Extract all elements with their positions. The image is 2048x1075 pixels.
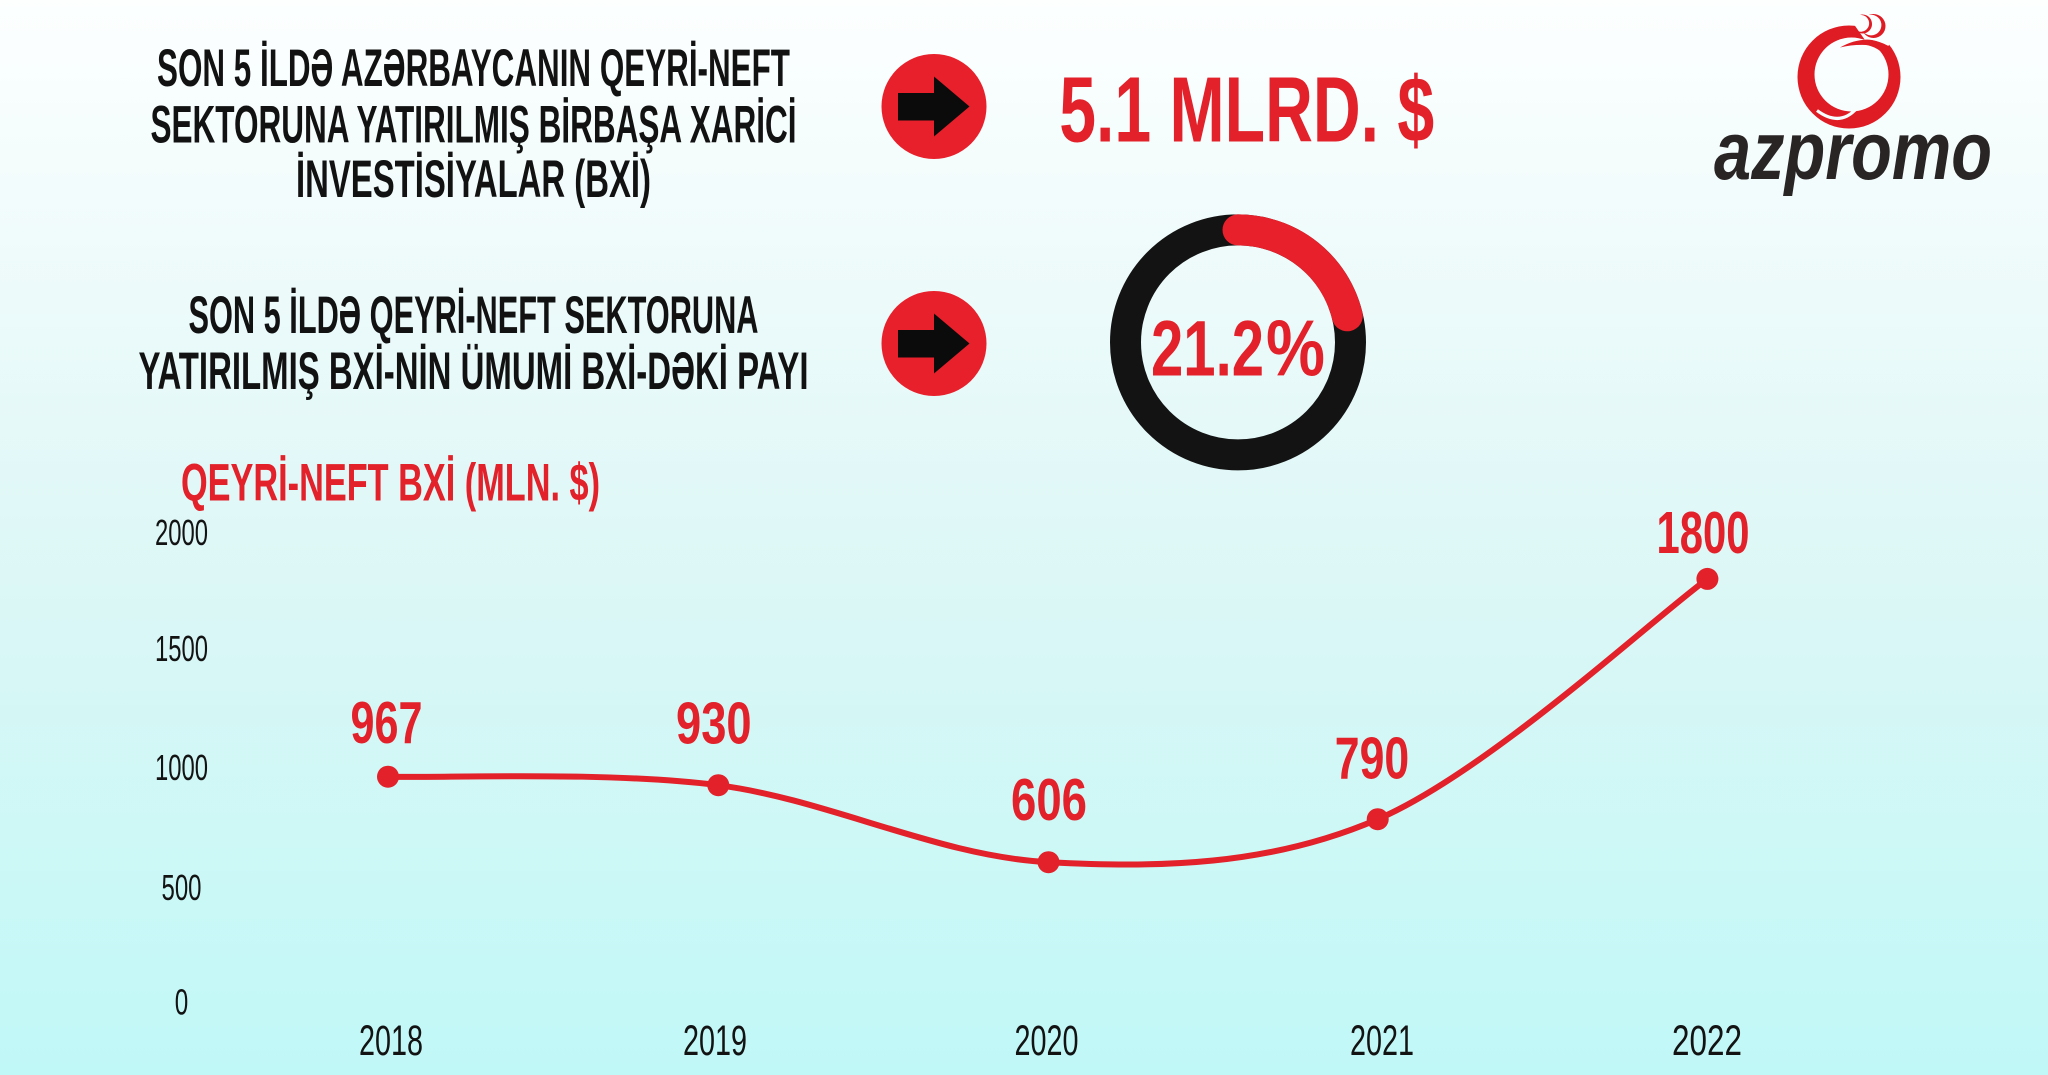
svg-text:2019: 2019 — [683, 1017, 747, 1065]
svg-text:500: 500 — [162, 867, 202, 908]
svg-text:967: 967 — [351, 690, 423, 756]
svg-text:5.1 MLRD. $: 5.1 MLRD. $ — [1059, 58, 1434, 162]
svg-text:606: 606 — [1011, 767, 1087, 833]
svg-text:SEKTORUNA YATIRILMIŞ BİRBAŞA X: SEKTORUNA YATIRILMIŞ BİRBAŞA XARİCİ — [151, 96, 797, 155]
svg-text:790: 790 — [1335, 726, 1409, 792]
svg-text:1500: 1500 — [155, 628, 208, 669]
svg-text:%: % — [1266, 304, 1325, 393]
svg-text:SON 5 İLDƏ QEYRİ-NEFT SEKTORUN: SON 5 İLDƏ QEYRİ-NEFT SEKTORUNA — [189, 286, 759, 345]
svg-text:930: 930 — [676, 691, 752, 757]
svg-text:1000: 1000 — [155, 747, 208, 788]
svg-text:YATIRILMIŞ BXİ-NİN ÜMUMİ BXİ-D: YATIRILMIŞ BXİ-NİN ÜMUMİ BXİ-DƏKİ PAYI — [139, 342, 809, 401]
svg-text:QEYRİ-NEFT BXİ (MLN. $): QEYRİ-NEFT BXİ (MLN. $) — [181, 454, 600, 513]
svg-text:2018: 2018 — [359, 1017, 423, 1065]
svg-text:azpromo: azpromo — [1714, 104, 1992, 197]
svg-text:0: 0 — [175, 982, 189, 1023]
svg-text:2021: 2021 — [1350, 1017, 1414, 1065]
svg-text:SON 5 İLDƏ AZƏRBAYCANIN QEYRİ-: SON 5 İLDƏ AZƏRBAYCANIN QEYRİ-NEFT — [157, 39, 790, 98]
svg-text:2020: 2020 — [1015, 1017, 1079, 1065]
svg-text:2000: 2000 — [155, 512, 208, 553]
svg-text:21.2: 21.2 — [1151, 304, 1264, 393]
svg-text:2022: 2022 — [1672, 1017, 1742, 1065]
svg-text:1800: 1800 — [1657, 500, 1750, 566]
svg-text:İNVESTİSİYALAR (BXİ): İNVESTİSİYALAR (BXİ) — [296, 150, 651, 209]
